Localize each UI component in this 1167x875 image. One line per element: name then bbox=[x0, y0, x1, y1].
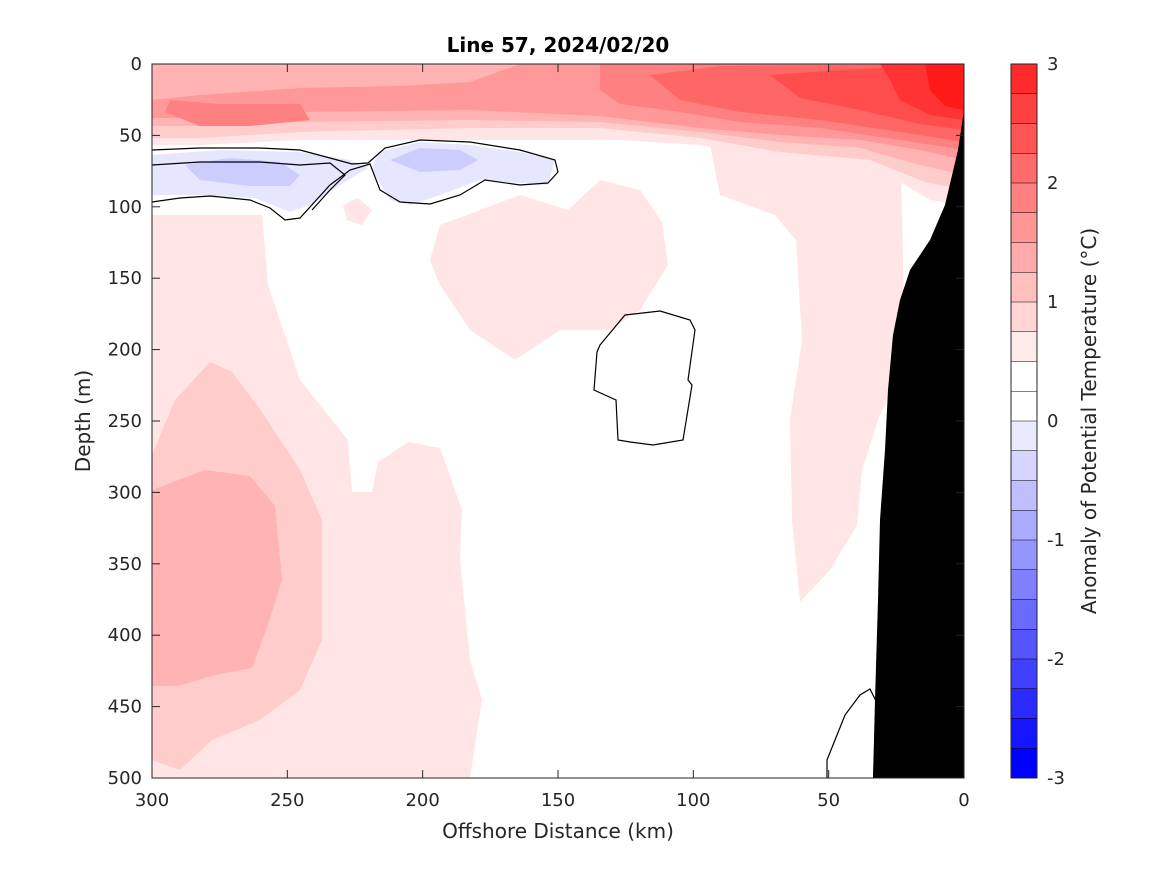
colorbar-swatch bbox=[1011, 718, 1037, 749]
x-tick-label: 0 bbox=[958, 790, 969, 811]
colorbar-swatch bbox=[1011, 569, 1037, 600]
y-axis-title: Depth (m) bbox=[71, 370, 95, 472]
colorbar-swatch bbox=[1011, 540, 1037, 570]
contour-band-0.75-1.0 bbox=[152, 470, 282, 686]
zero-contour-upper bbox=[152, 139, 559, 221]
colorbar-swatch bbox=[1011, 510, 1037, 540]
y-tick-label: 0 bbox=[131, 54, 142, 75]
colorbar-swatch bbox=[1011, 391, 1037, 421]
colorbar-swatch bbox=[1011, 361, 1037, 392]
x-tick-label: 150 bbox=[541, 790, 575, 811]
colorbar-ticks: 3 2 1 0 -1 -2 -3 bbox=[1047, 54, 1065, 789]
y-tick-label: 350 bbox=[108, 554, 142, 575]
y-tick-label: 300 bbox=[108, 482, 142, 503]
colorbar-swatch bbox=[1011, 599, 1037, 630]
colorbar-swatch bbox=[1011, 748, 1037, 778]
colorbar-swatch bbox=[1011, 480, 1037, 511]
colorbar-swatch bbox=[1011, 64, 1037, 94]
x-tick-label: 300 bbox=[135, 790, 169, 811]
chart-title: Line 57, 2024/02/20 bbox=[447, 33, 670, 57]
colorbar-swatch bbox=[1011, 183, 1037, 213]
y-axis-ticks: 0 50 100 150 200 250 300 350 400 450 500 bbox=[108, 54, 964, 789]
colorbar-tick-label: -1 bbox=[1047, 530, 1065, 551]
x-tick-label: 50 bbox=[817, 790, 840, 811]
x-tick-label: 200 bbox=[405, 790, 439, 811]
colorbar-title: Anomaly of Potential Temperature (°C) bbox=[1077, 228, 1101, 614]
y-tick-label: 500 bbox=[108, 768, 142, 789]
colorbar-tick-label: 0 bbox=[1047, 411, 1058, 432]
colorbar-swatch bbox=[1011, 629, 1037, 659]
x-tick-label: 100 bbox=[676, 790, 710, 811]
colorbar-tick-label: 3 bbox=[1047, 54, 1058, 75]
colorbar-swatch bbox=[1011, 272, 1037, 302]
colorbar-swatch bbox=[1011, 450, 1037, 481]
y-tick-label: 450 bbox=[108, 697, 142, 718]
colorbar-swatch bbox=[1011, 212, 1037, 243]
y-tick-label: 400 bbox=[108, 625, 142, 646]
x-tick-label: 250 bbox=[270, 790, 304, 811]
colorbar-tick-label: -2 bbox=[1047, 649, 1065, 670]
cold-lens-right-core bbox=[390, 148, 478, 172]
colorbar-tick-label: 1 bbox=[1047, 292, 1058, 313]
y-tick-label: 250 bbox=[108, 411, 142, 432]
colorbar bbox=[1011, 64, 1037, 778]
colorbar-swatch bbox=[1011, 302, 1037, 332]
surface-band-2.5 bbox=[925, 64, 964, 110]
contour-band-0.25-0.5-mid bbox=[430, 180, 668, 360]
colorbar-swatch bbox=[1011, 331, 1037, 362]
colorbar-tick-label: 2 bbox=[1047, 173, 1058, 194]
colorbar-swatch bbox=[1011, 93, 1037, 124]
y-tick-label: 100 bbox=[108, 197, 142, 218]
bathymetry-upper bbox=[873, 110, 964, 778]
contour-field bbox=[152, 64, 964, 778]
y-tick-label: 50 bbox=[119, 125, 142, 146]
y-tick-label: 200 bbox=[108, 340, 142, 361]
colorbar-tick-label: -3 bbox=[1047, 768, 1065, 789]
colorbar-swatch bbox=[1011, 659, 1037, 689]
y-tick-label: 150 bbox=[108, 268, 142, 289]
colorbar-swatch bbox=[1011, 153, 1037, 183]
colorbar-swatch bbox=[1011, 242, 1037, 273]
zero-contour-lower bbox=[152, 161, 346, 211]
surface-band-1.25 bbox=[165, 100, 310, 126]
contour-band-0.25-0.5-slope bbox=[705, 120, 905, 602]
x-axis-ticks: 300 250 200 150 100 50 0 bbox=[135, 64, 970, 811]
contour-band-0.25-0.5-small bbox=[343, 198, 372, 225]
cold-lens-left-core bbox=[185, 158, 300, 186]
colorbar-swatch bbox=[1011, 421, 1037, 451]
colorbar-swatch bbox=[1011, 123, 1037, 154]
x-axis-title: Offshore Distance (km) bbox=[442, 819, 674, 843]
colorbar-frame bbox=[1010, 63, 1038, 779]
zero-contour-patch bbox=[593, 310, 696, 446]
colorbar-swatch bbox=[1011, 688, 1037, 719]
